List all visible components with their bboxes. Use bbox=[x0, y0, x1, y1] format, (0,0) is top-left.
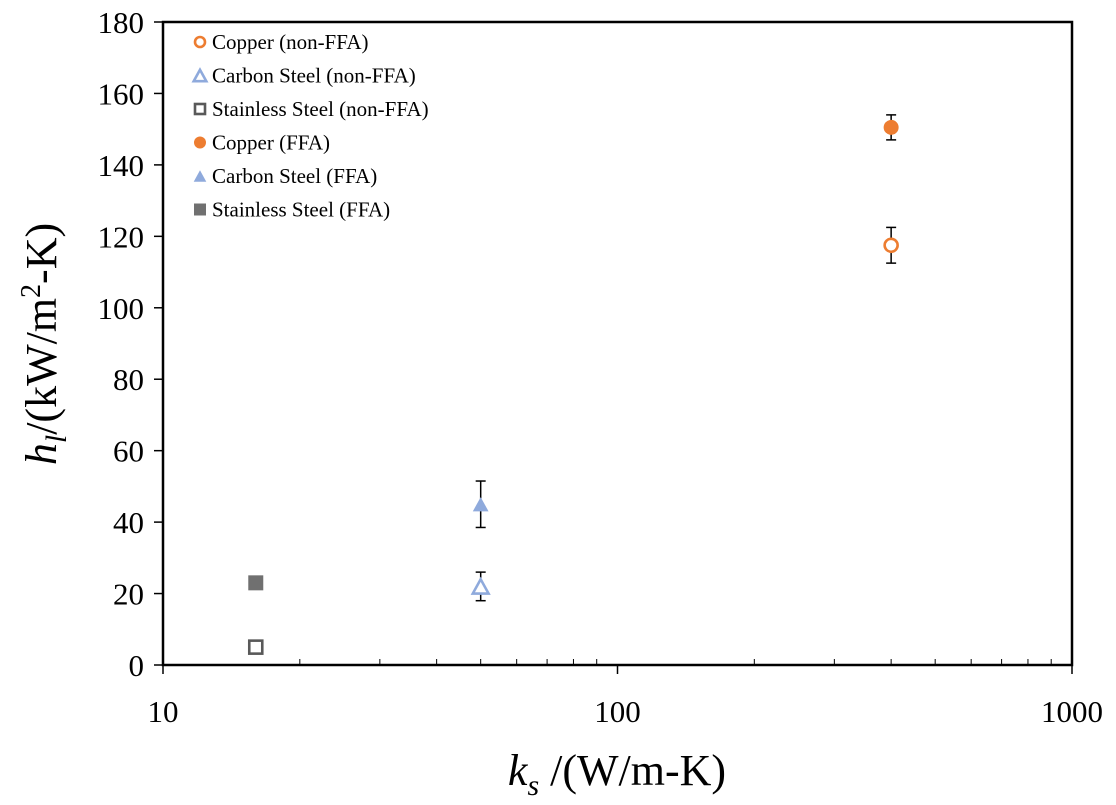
legend-marker-4 bbox=[194, 136, 206, 149]
y-tick-label: 100 bbox=[98, 291, 145, 326]
y-tick-label: 120 bbox=[98, 219, 145, 254]
legend-marker-6 bbox=[194, 203, 206, 216]
data-point-6 bbox=[248, 575, 264, 591]
legend-marker-2 bbox=[191, 67, 209, 83]
y-tick-label: 60 bbox=[113, 434, 144, 469]
data-point-5 bbox=[472, 497, 489, 512]
legend-label-2: Carbon Steel (non-FFA) bbox=[212, 64, 416, 88]
legend-marker-1 bbox=[193, 35, 207, 49]
legend-label-3: Stainless Steel (non-FFA) bbox=[212, 97, 429, 121]
x-tick-label: 10 bbox=[148, 694, 179, 729]
legend-marker-5 bbox=[193, 170, 207, 182]
y-tick-label: 180 bbox=[98, 5, 145, 40]
y-tick-label: 80 bbox=[113, 362, 144, 397]
legend-label-1: Copper (non-FFA) bbox=[212, 30, 369, 54]
legend-label-5: Carbon Steel (FFA) bbox=[212, 164, 377, 188]
x-tick-label: 100 bbox=[594, 694, 641, 729]
legend-label-4: Copper (FFA) bbox=[212, 131, 330, 155]
y-tick-label: 140 bbox=[98, 148, 145, 183]
data-point-4 bbox=[883, 119, 899, 135]
data-point-1 bbox=[883, 237, 899, 254]
legend-label-6: Stainless Steel (FFA) bbox=[212, 198, 390, 222]
y-tick-label: 0 bbox=[129, 648, 145, 683]
y-tick-label: 20 bbox=[113, 577, 144, 612]
data-point-3 bbox=[247, 639, 264, 655]
y-axis-title: hl/(kW/m2-K) bbox=[16, 223, 73, 465]
legend-marker-3 bbox=[193, 102, 207, 116]
y-tick-label: 160 bbox=[98, 76, 145, 111]
x-axis-title: ks /(W/m-K) bbox=[508, 746, 726, 800]
data-point-2 bbox=[470, 576, 491, 595]
y-tick-label: 40 bbox=[113, 505, 144, 540]
x-tick-label: 1000 bbox=[1041, 694, 1103, 729]
